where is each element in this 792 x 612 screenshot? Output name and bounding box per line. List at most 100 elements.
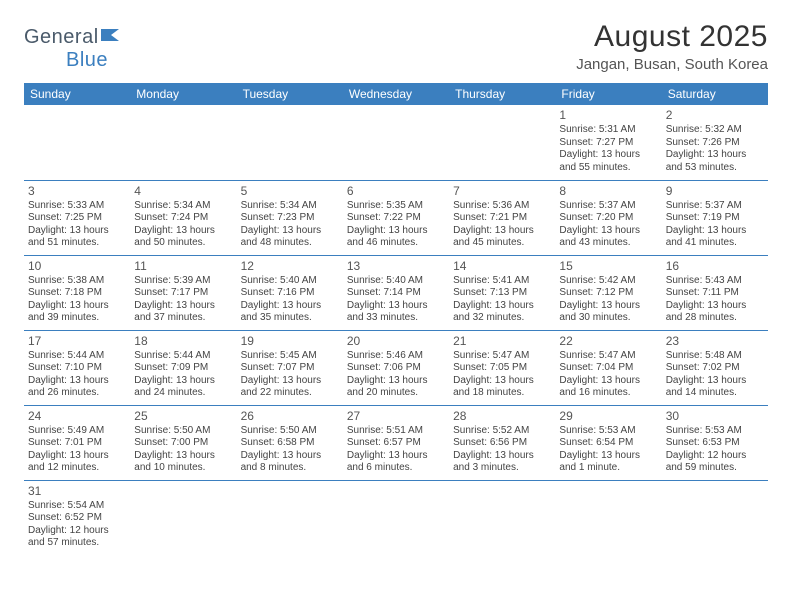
day-number: 14 — [453, 259, 551, 274]
daylight-line: Daylight: 13 hours and 46 minutes. — [347, 225, 445, 250]
sunset-line: Sunset: 7:21 PM — [453, 212, 551, 225]
day-cell-22: 22Sunrise: 5:47 AMSunset: 7:04 PMDayligh… — [555, 330, 661, 405]
day-cell-12: 12Sunrise: 5:40 AMSunset: 7:16 PMDayligh… — [237, 255, 343, 330]
sunrise-line: Sunrise: 5:54 AM — [28, 500, 126, 513]
day-cell-31: 31Sunrise: 5:54 AMSunset: 6:52 PMDayligh… — [24, 480, 130, 555]
sunrise-line: Sunrise: 5:33 AM — [28, 200, 126, 213]
dow-sunday: Sunday — [24, 83, 130, 105]
sunrise-line: Sunrise: 5:43 AM — [666, 275, 764, 288]
sunset-line: Sunset: 7:17 PM — [134, 287, 232, 300]
sunset-line: Sunset: 7:19 PM — [666, 212, 764, 225]
daylight-line: Daylight: 13 hours and 20 minutes. — [347, 375, 445, 400]
sunrise-line: Sunrise: 5:44 AM — [28, 350, 126, 363]
dow-saturday: Saturday — [662, 83, 768, 105]
sunset-line: Sunset: 7:09 PM — [134, 362, 232, 375]
sunset-line: Sunset: 6:54 PM — [559, 437, 657, 450]
day-number: 25 — [134, 409, 232, 424]
daylight-line: Daylight: 13 hours and 10 minutes. — [134, 450, 232, 475]
day-cell-17: 17Sunrise: 5:44 AMSunset: 7:10 PMDayligh… — [24, 330, 130, 405]
sunset-line: Sunset: 7:10 PM — [28, 362, 126, 375]
sunrise-line: Sunrise: 5:31 AM — [559, 124, 657, 137]
day-number: 8 — [559, 184, 657, 199]
day-cell-15: 15Sunrise: 5:42 AMSunset: 7:12 PMDayligh… — [555, 255, 661, 330]
day-number: 7 — [453, 184, 551, 199]
day-cell-29: 29Sunrise: 5:53 AMSunset: 6:54 PMDayligh… — [555, 405, 661, 480]
calendar-body: 1Sunrise: 5:31 AMSunset: 7:27 PMDaylight… — [24, 105, 768, 555]
day-cell-1: 1Sunrise: 5:31 AMSunset: 7:27 PMDaylight… — [555, 105, 661, 180]
day-number: 6 — [347, 184, 445, 199]
sunset-line: Sunset: 7:05 PM — [453, 362, 551, 375]
day-cell-20: 20Sunrise: 5:46 AMSunset: 7:06 PMDayligh… — [343, 330, 449, 405]
sunrise-line: Sunrise: 5:47 AM — [559, 350, 657, 363]
empty-cell — [130, 105, 236, 180]
empty-cell — [662, 480, 768, 555]
sunset-line: Sunset: 6:58 PM — [241, 437, 339, 450]
calendar-row: 1Sunrise: 5:31 AMSunset: 7:27 PMDaylight… — [24, 105, 768, 180]
calendar-row: 24Sunrise: 5:49 AMSunset: 7:01 PMDayligh… — [24, 405, 768, 480]
day-cell-6: 6Sunrise: 5:35 AMSunset: 7:22 PMDaylight… — [343, 180, 449, 255]
sunrise-line: Sunrise: 5:40 AM — [241, 275, 339, 288]
sunrise-line: Sunrise: 5:46 AM — [347, 350, 445, 363]
dow-thursday: Thursday — [449, 83, 555, 105]
sunset-line: Sunset: 7:12 PM — [559, 287, 657, 300]
daylight-line: Daylight: 13 hours and 16 minutes. — [559, 375, 657, 400]
day-number: 11 — [134, 259, 232, 274]
daylight-line: Daylight: 13 hours and 33 minutes. — [347, 300, 445, 325]
sunset-line: Sunset: 6:52 PM — [28, 512, 126, 525]
daylight-line: Daylight: 13 hours and 51 minutes. — [28, 225, 126, 250]
calendar-row: 10Sunrise: 5:38 AMSunset: 7:18 PMDayligh… — [24, 255, 768, 330]
day-number: 5 — [241, 184, 339, 199]
calendar-row: 31Sunrise: 5:54 AMSunset: 6:52 PMDayligh… — [24, 480, 768, 555]
daylight-line: Daylight: 13 hours and 14 minutes. — [666, 375, 764, 400]
day-cell-30: 30Sunrise: 5:53 AMSunset: 6:53 PMDayligh… — [662, 405, 768, 480]
day-number: 31 — [28, 484, 126, 499]
sunrise-line: Sunrise: 5:37 AM — [666, 200, 764, 213]
sunset-line: Sunset: 7:22 PM — [347, 212, 445, 225]
day-cell-26: 26Sunrise: 5:50 AMSunset: 6:58 PMDayligh… — [237, 405, 343, 480]
sunset-line: Sunset: 7:23 PM — [241, 212, 339, 225]
day-cell-16: 16Sunrise: 5:43 AMSunset: 7:11 PMDayligh… — [662, 255, 768, 330]
daylight-line: Daylight: 13 hours and 1 minute. — [559, 450, 657, 475]
day-number: 22 — [559, 334, 657, 349]
empty-cell — [237, 105, 343, 180]
sunrise-line: Sunrise: 5:50 AM — [241, 425, 339, 438]
sunrise-line: Sunrise: 5:36 AM — [453, 200, 551, 213]
brand-part2: Blue — [66, 49, 108, 71]
daylight-line: Daylight: 13 hours and 48 minutes. — [241, 225, 339, 250]
sunset-line: Sunset: 7:18 PM — [28, 287, 126, 300]
sunset-line: Sunset: 7:11 PM — [666, 287, 764, 300]
sunset-line: Sunset: 7:27 PM — [559, 137, 657, 150]
empty-cell — [555, 480, 661, 555]
day-number: 27 — [347, 409, 445, 424]
sunrise-line: Sunrise: 5:37 AM — [559, 200, 657, 213]
day-cell-19: 19Sunrise: 5:45 AMSunset: 7:07 PMDayligh… — [237, 330, 343, 405]
sunrise-line: Sunrise: 5:51 AM — [347, 425, 445, 438]
day-cell-24: 24Sunrise: 5:49 AMSunset: 7:01 PMDayligh… — [24, 405, 130, 480]
sunset-line: Sunset: 7:24 PM — [134, 212, 232, 225]
sunset-line: Sunset: 7:07 PM — [241, 362, 339, 375]
day-cell-27: 27Sunrise: 5:51 AMSunset: 6:57 PMDayligh… — [343, 405, 449, 480]
daylight-line: Daylight: 13 hours and 35 minutes. — [241, 300, 339, 325]
daylight-line: Daylight: 13 hours and 24 minutes. — [134, 375, 232, 400]
day-cell-14: 14Sunrise: 5:41 AMSunset: 7:13 PMDayligh… — [449, 255, 555, 330]
day-number: 24 — [28, 409, 126, 424]
day-cell-8: 8Sunrise: 5:37 AMSunset: 7:20 PMDaylight… — [555, 180, 661, 255]
day-cell-2: 2Sunrise: 5:32 AMSunset: 7:26 PMDaylight… — [662, 105, 768, 180]
day-number: 18 — [134, 334, 232, 349]
sunrise-line: Sunrise: 5:42 AM — [559, 275, 657, 288]
daylight-line: Daylight: 13 hours and 8 minutes. — [241, 450, 339, 475]
sunrise-line: Sunrise: 5:49 AM — [28, 425, 126, 438]
flag-icon — [101, 26, 123, 49]
sunset-line: Sunset: 7:20 PM — [559, 212, 657, 225]
daylight-line: Daylight: 12 hours and 59 minutes. — [666, 450, 764, 475]
empty-cell — [24, 105, 130, 180]
day-number: 10 — [28, 259, 126, 274]
sunrise-line: Sunrise: 5:53 AM — [559, 425, 657, 438]
day-number: 3 — [28, 184, 126, 199]
daylight-line: Daylight: 13 hours and 3 minutes. — [453, 450, 551, 475]
sunrise-line: Sunrise: 5:45 AM — [241, 350, 339, 363]
empty-cell — [449, 105, 555, 180]
daylight-line: Daylight: 12 hours and 57 minutes. — [28, 525, 126, 550]
day-cell-11: 11Sunrise: 5:39 AMSunset: 7:17 PMDayligh… — [130, 255, 236, 330]
day-number: 9 — [666, 184, 764, 199]
